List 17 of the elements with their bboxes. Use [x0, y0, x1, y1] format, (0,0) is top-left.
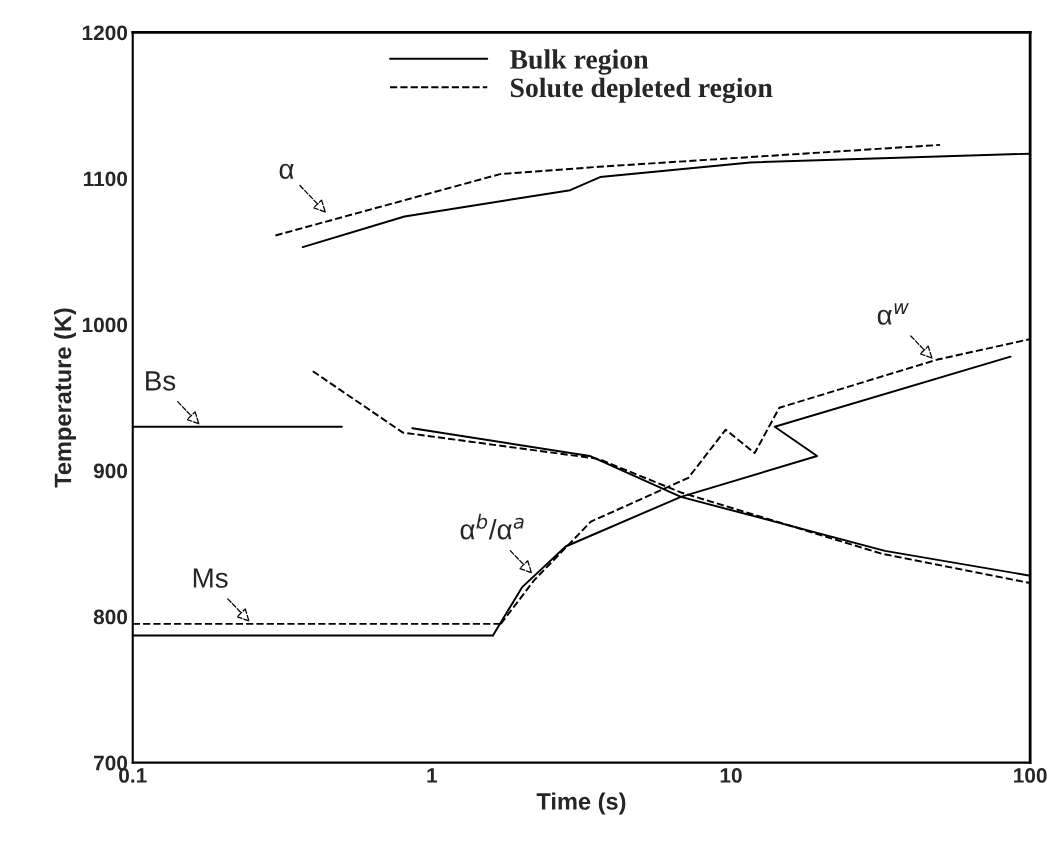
y-tick-label: 1100	[84, 171, 128, 187]
x-tick-label: 1	[427, 768, 438, 783]
annotation: Ms	[193, 568, 228, 588]
y-tick-label: 1000	[82, 317, 128, 333]
annotation: Bs	[146, 371, 176, 391]
legend-label: Bulk region	[509, 49, 649, 75]
y-axis-title: Temperature (K)	[53, 308, 76, 488]
y-tick-label: 800	[93, 609, 128, 625]
y-tick-label: 1200	[82, 25, 128, 41]
annotation: α	[279, 163, 294, 179]
annotation: α$^{b}$/α$^{a}$	[460, 513, 524, 540]
x-tick-label: 10	[720, 768, 742, 783]
legend-label: Solute depleted region	[510, 77, 773, 104]
y-tick-label: 900	[93, 463, 128, 479]
annotation: α$^{w}$	[877, 303, 909, 325]
x-tick-label: 100	[1014, 768, 1047, 783]
x-axis-title: Time (s)	[536, 792, 626, 815]
